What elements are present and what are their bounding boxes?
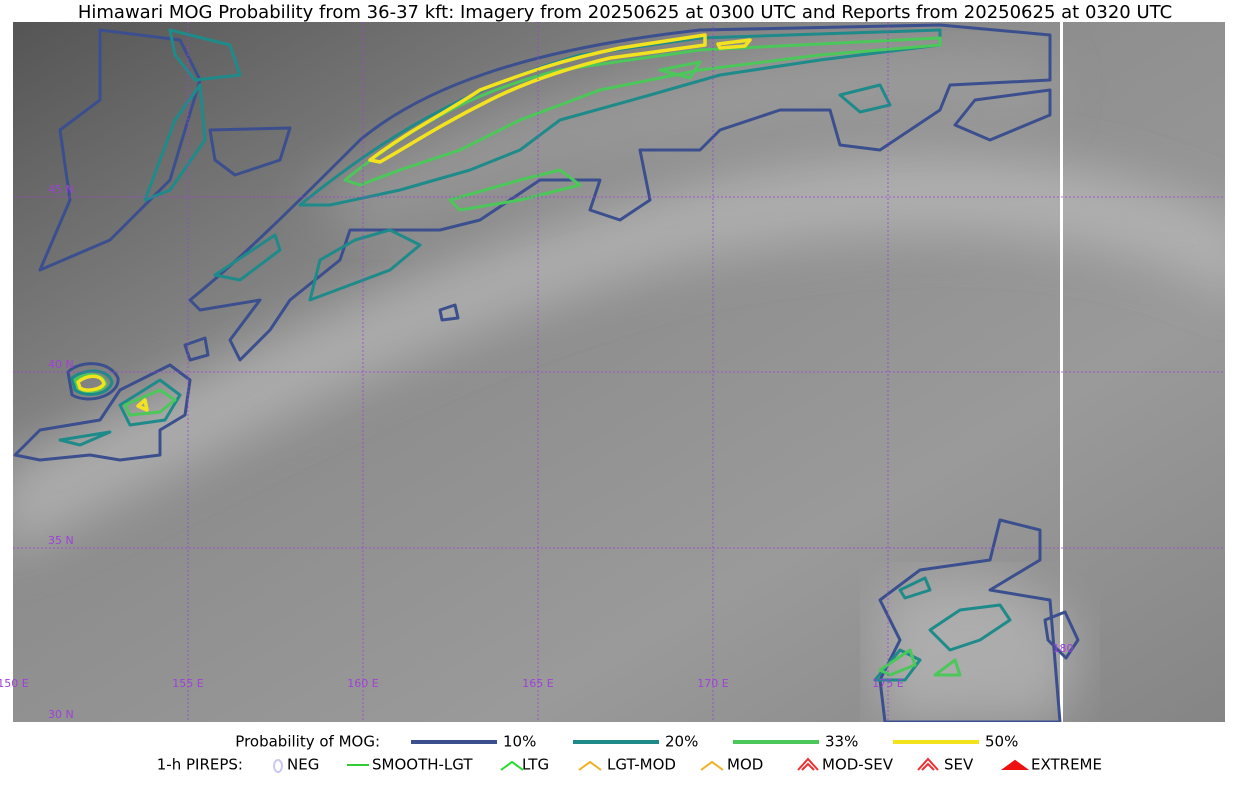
legend-title: Probability of MOG:: [235, 733, 380, 751]
legend-label: EXTREME: [1031, 756, 1102, 774]
legend-label: NEG: [287, 756, 319, 774]
legend-label: 20%: [665, 733, 698, 751]
pirep-icon: [917, 757, 939, 771]
satellite-image: [13, 22, 1225, 722]
legend-label: SEV: [944, 756, 974, 774]
lon-label: 150 E: [0, 677, 29, 690]
pirep-icon: [578, 760, 602, 771]
pirep-icon: [797, 757, 819, 771]
lon-label: 170 E: [697, 677, 728, 690]
legend-label: 10%: [503, 733, 536, 751]
legend-label: LTG: [522, 756, 549, 774]
title: Himawari MOG Probability from 36-37 kft:…: [78, 2, 1172, 23]
lon-label: 180: [1053, 642, 1074, 655]
lon-label: 155 E: [172, 677, 203, 690]
lat-label: 30 N: [48, 708, 74, 721]
legend-label: MOD-SEV: [822, 756, 894, 774]
lat-label: 40 N: [48, 358, 74, 371]
legend-label: 50%: [985, 733, 1018, 751]
lat-label: 45 N: [48, 183, 74, 196]
legend-label: MOD: [727, 756, 763, 774]
pirep-icon: [500, 760, 524, 771]
lon-label: 160 E: [347, 677, 378, 690]
legend-label: SMOOTH-LGT: [372, 756, 473, 774]
lat-label: 35 N: [48, 534, 74, 547]
legend-label: 33%: [825, 733, 858, 751]
pirep-icon: [1000, 759, 1030, 770]
pirep-icon: [273, 759, 283, 773]
legend-label: LGT-MOD: [607, 756, 676, 774]
legend-title: 1-h PIREPS:: [157, 756, 243, 774]
pirep-icon: [700, 760, 724, 771]
lon-label: 165 E: [522, 677, 553, 690]
contours: [13, 23, 1080, 722]
lon-label: 175 E: [872, 677, 903, 690]
